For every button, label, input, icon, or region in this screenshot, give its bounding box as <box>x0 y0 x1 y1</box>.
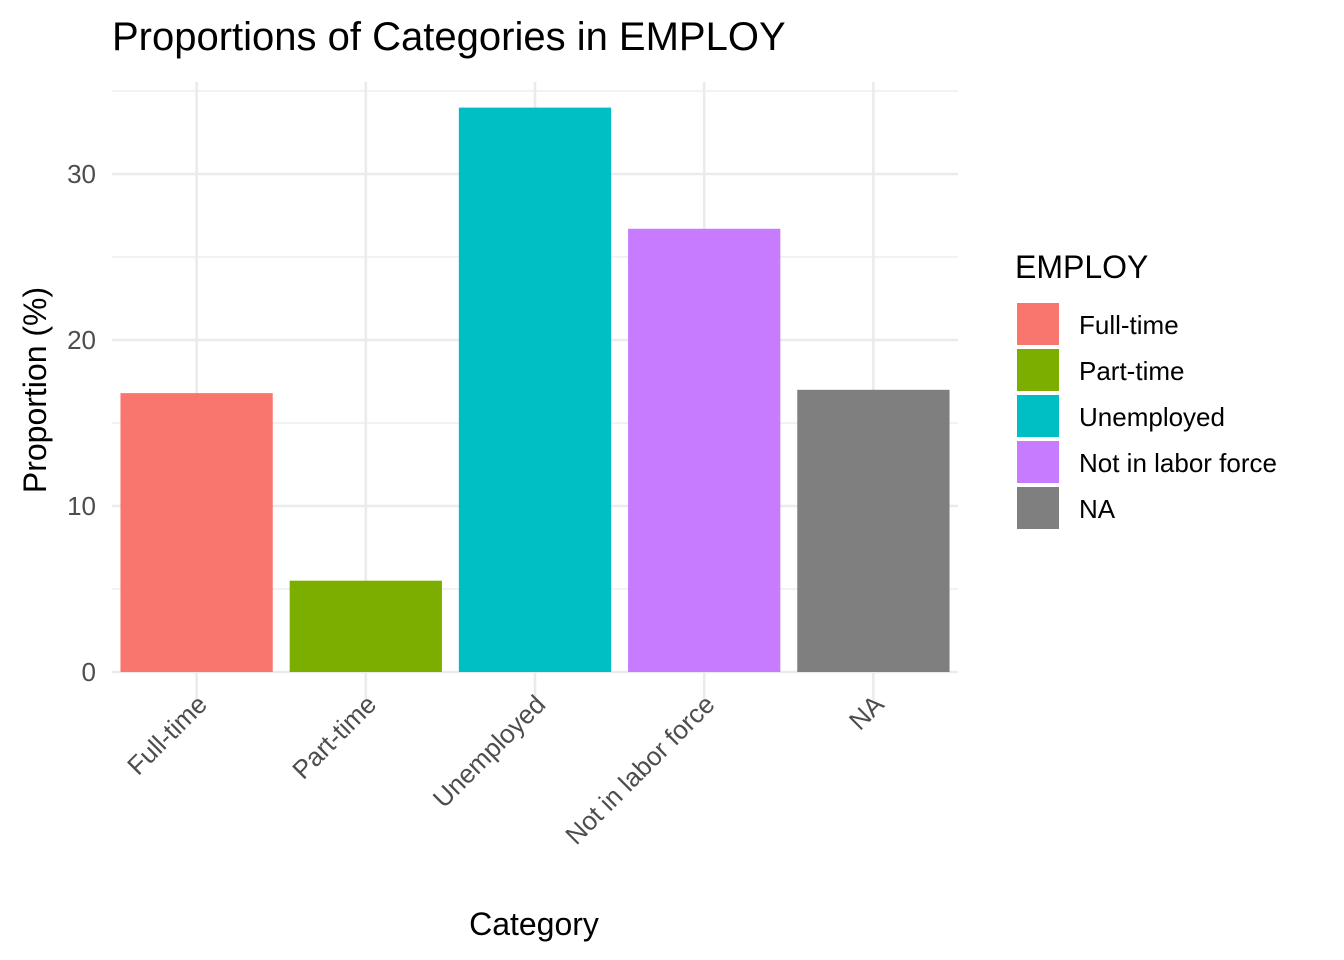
bars <box>120 107 950 673</box>
bar-not-in-labor-force <box>628 228 781 672</box>
legend: EMPLOY Full-time Part-time Unemployed Not i… <box>1015 249 1277 529</box>
legend-label: Not in labor force <box>1079 448 1277 478</box>
bar-full-time <box>120 393 273 672</box>
bar-na <box>797 389 950 672</box>
legend-title: EMPLOY <box>1015 249 1148 285</box>
y-tick-labels: 0 10 20 30 <box>67 159 96 687</box>
y-tick-label: 20 <box>67 325 96 355</box>
legend-label: NA <box>1079 494 1116 524</box>
legend-label: Unemployed <box>1079 402 1225 432</box>
legend-label: Full-time <box>1079 310 1179 340</box>
legend-key <box>1017 487 1059 529</box>
legend-label: Part-time <box>1079 356 1184 386</box>
legend-key <box>1017 441 1059 483</box>
legend-key <box>1017 349 1059 391</box>
y-tick-label: 10 <box>67 491 96 521</box>
bar-part-time <box>289 580 442 672</box>
legend-key <box>1017 395 1059 437</box>
x-axis-title: Category <box>469 906 599 942</box>
y-tick-label: 30 <box>67 159 96 189</box>
y-axis-title: Proportion (%) <box>17 287 53 493</box>
y-tick-label: 0 <box>82 657 96 687</box>
legend-key <box>1017 303 1059 345</box>
bar-unemployed <box>458 107 612 673</box>
chart-title: Proportions of Categories in EMPLOY <box>112 15 786 59</box>
